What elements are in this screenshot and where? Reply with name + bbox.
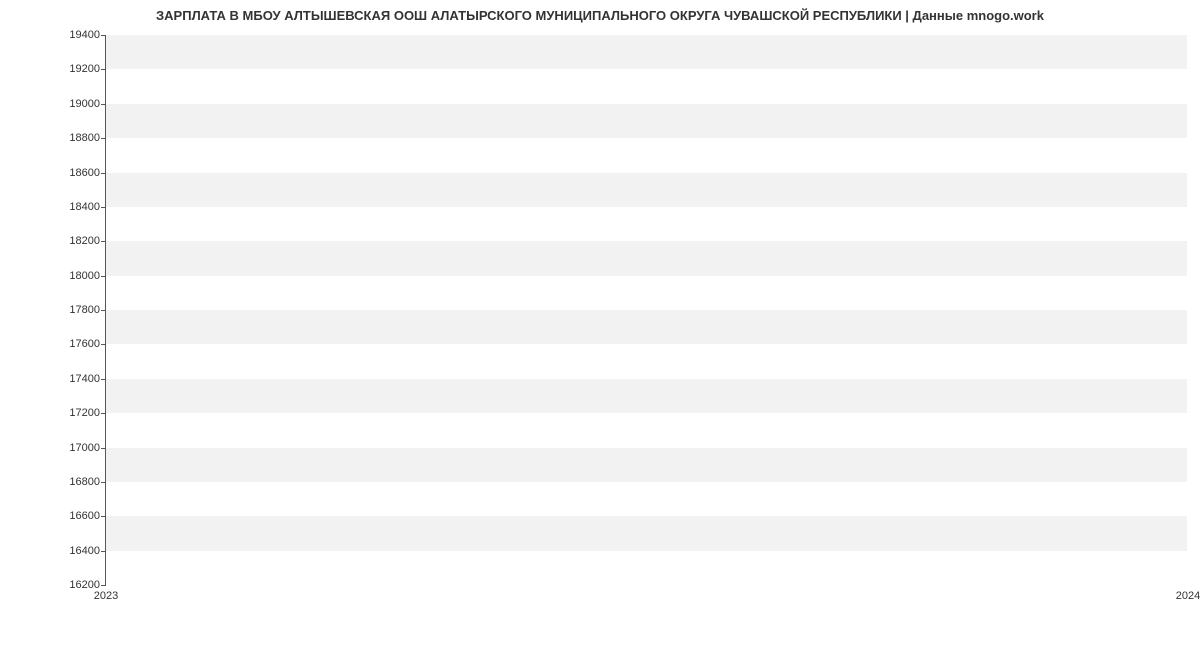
y-tick-mark bbox=[101, 551, 106, 552]
grid-band bbox=[106, 207, 1187, 241]
grid-band bbox=[106, 482, 1187, 516]
y-tick-mark bbox=[101, 516, 106, 517]
chart-title: ЗАРПЛАТА В МБОУ АЛТЫШЕВСКАЯ ООШ АЛАТЫРСК… bbox=[0, 8, 1200, 23]
grid-band bbox=[106, 241, 1187, 275]
y-tick-mark bbox=[101, 241, 106, 242]
y-tick-mark bbox=[101, 413, 106, 414]
y-tick-mark bbox=[101, 344, 106, 345]
y-tick-mark bbox=[101, 69, 106, 70]
y-tick-mark bbox=[101, 35, 106, 36]
y-tick-mark bbox=[101, 207, 106, 208]
y-tick-mark bbox=[101, 482, 106, 483]
y-tick-mark bbox=[101, 276, 106, 277]
grid-band bbox=[106, 413, 1187, 447]
grid-band bbox=[106, 173, 1187, 207]
y-tick-mark bbox=[101, 448, 106, 449]
grid-band bbox=[106, 276, 1187, 310]
grid-band bbox=[106, 310, 1187, 344]
grid-band bbox=[106, 344, 1187, 378]
grid-band bbox=[106, 104, 1187, 138]
plot-area: 1620016400166001680017000172001740017600… bbox=[105, 35, 1187, 585]
x-tick-label: 2023 bbox=[94, 584, 118, 602]
grid-band bbox=[106, 448, 1187, 482]
grid-band bbox=[106, 516, 1187, 550]
y-tick-mark bbox=[101, 310, 106, 311]
grid-band bbox=[106, 138, 1187, 172]
x-tick-label: 2024 bbox=[1176, 584, 1200, 602]
y-tick-mark bbox=[101, 173, 106, 174]
grid-band bbox=[106, 35, 1187, 69]
y-tick-mark bbox=[101, 379, 106, 380]
y-tick-mark bbox=[101, 138, 106, 139]
grid-band bbox=[106, 69, 1187, 103]
grid-band bbox=[106, 379, 1187, 413]
grid-band bbox=[106, 551, 1187, 585]
chart-container: ЗАРПЛАТА В МБОУ АЛТЫШЕВСКАЯ ООШ АЛАТЫРСК… bbox=[0, 0, 1200, 650]
y-tick-mark bbox=[101, 104, 106, 105]
